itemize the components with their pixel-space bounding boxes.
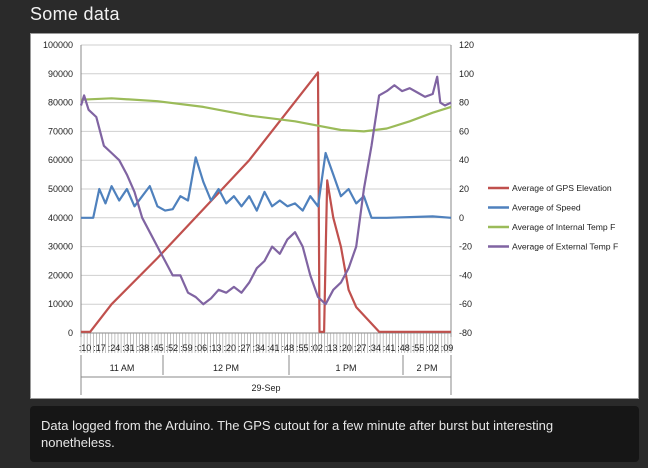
y-right-tick-label: -40 xyxy=(459,270,472,280)
x-minute-label: :38 xyxy=(137,343,150,353)
x-minute-label: :24 xyxy=(108,343,121,353)
y-left-tick-label: 20000 xyxy=(48,270,73,280)
line-chart: 0 10000 20000 30000 40000 50000 60000 70000 8000… xyxy=(43,40,618,395)
caption-text: Data logged from the Arduino. The GPS cu… xyxy=(41,418,554,450)
series-line-average-of-internal-temp-f xyxy=(80,97,452,133)
legend-entry: Average of Speed xyxy=(512,203,581,213)
x-hour-label: 1 PM xyxy=(335,363,356,373)
x-minute-label: :20 xyxy=(339,343,352,353)
x-minute-label: :48 xyxy=(281,343,294,353)
y-left-tick-label: 100000 xyxy=(43,40,73,50)
y-left-tick-label: 0 xyxy=(68,328,73,338)
x-minute-label: :41 xyxy=(267,343,280,353)
page-title: Some data xyxy=(30,4,120,24)
series-line-average-of-gps-elevation xyxy=(81,71,451,333)
x-minute-label: :41 xyxy=(383,343,396,353)
legend-entry: Average of GPS Elevation xyxy=(512,183,612,193)
y-right-tick-label: 40 xyxy=(459,155,469,165)
axes: 0 10000 20000 30000 40000 50000 60000 70000 8000… xyxy=(43,40,474,395)
x-minute-label: :59 xyxy=(180,343,193,353)
x-minute-label: :45 xyxy=(151,343,164,353)
caption-box: Data logged from the Arduino. The GPS cu… xyxy=(30,406,639,462)
y-left-tick-label: 70000 xyxy=(48,126,73,136)
y-left-tick-label: 50000 xyxy=(48,184,73,194)
x-minute-label: :02 xyxy=(426,343,439,353)
y-right-tick-label: 100 xyxy=(459,69,474,79)
x-minute-label: :27 xyxy=(238,343,251,353)
x-minute-label: :02 xyxy=(310,343,323,353)
x-axis-label: 29-Sep xyxy=(251,383,280,393)
chart-panel: 0 10000 20000 30000 40000 50000 60000 70000 8000… xyxy=(30,33,639,399)
x-minute-label: :55 xyxy=(412,343,425,353)
x-minute-label: :48 xyxy=(397,343,410,353)
y-right-tick-label: 20 xyxy=(459,184,469,194)
x-minute-label: :31 xyxy=(122,343,135,353)
legend-entry: Average of Internal Temp F xyxy=(512,222,615,232)
y-right-tick-label: -60 xyxy=(459,299,472,309)
x-minute-label: :27 xyxy=(354,343,367,353)
x-hour-label: 2 PM xyxy=(416,363,437,373)
series-lines xyxy=(79,71,452,333)
legend: Average of GPS Elevation Average of Speed… xyxy=(488,183,618,252)
x-minute-label: :09 xyxy=(441,343,454,353)
series-line-average-of-external-temp-f xyxy=(79,75,452,306)
y-left-tick-label: 90000 xyxy=(48,69,73,79)
x-minute-label: :55 xyxy=(296,343,309,353)
y-left-tick-label: 60000 xyxy=(48,155,73,165)
y-right-tick-label: 60 xyxy=(459,126,469,136)
x-minute-label: :34 xyxy=(253,343,266,353)
y-left-tick-label: 80000 xyxy=(48,98,73,108)
y-left-tick-label: 40000 xyxy=(48,213,73,223)
legend-entry: Average of External Temp F xyxy=(512,242,618,252)
x-minute-label: :17 xyxy=(93,343,106,353)
x-hour-label: 12 PM xyxy=(213,363,239,373)
x-minute-label: :06 xyxy=(195,343,208,353)
y-left-tick-label: 30000 xyxy=(48,242,73,252)
gridlines xyxy=(81,44,451,334)
x-minute-label: :13 xyxy=(325,343,338,353)
y-right-tick-label: 0 xyxy=(459,213,464,223)
y-right-tick-label: 80 xyxy=(459,98,469,108)
y-right-tick-label: -20 xyxy=(459,242,472,252)
y-right-tick-label: 120 xyxy=(459,40,474,50)
x-minute-label: :20 xyxy=(224,343,237,353)
x-minute-label: :52 xyxy=(166,343,179,353)
series-line-average-of-speed xyxy=(81,151,452,219)
y-left-tick-label: 10000 xyxy=(48,299,73,309)
x-minute-label: :13 xyxy=(209,343,222,353)
x-minute-label: :10 xyxy=(79,343,92,353)
y-right-tick-label: -80 xyxy=(459,328,472,338)
x-minute-label: :34 xyxy=(368,343,381,353)
x-hour-label: 11 AM xyxy=(110,363,135,373)
